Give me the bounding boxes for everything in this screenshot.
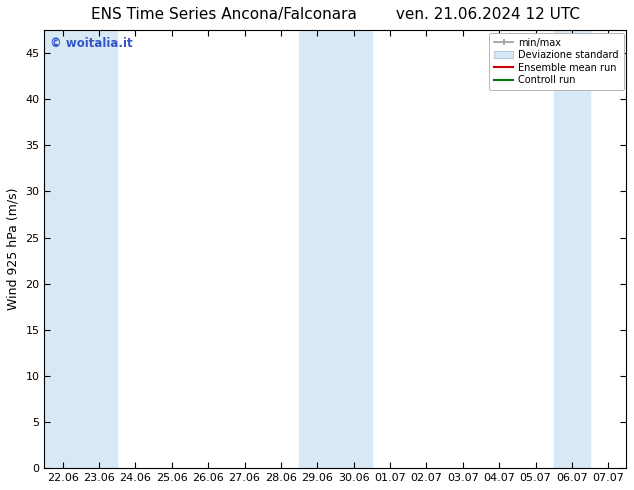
Title: ENS Time Series Ancona/Falconara        ven. 21.06.2024 12 UTC: ENS Time Series Ancona/Falconara ven. 21… bbox=[91, 7, 580, 22]
Bar bbox=[553, 30, 590, 468]
Y-axis label: Wind 925 hPa (m/s): Wind 925 hPa (m/s) bbox=[7, 188, 20, 310]
Text: © woitalia.it: © woitalia.it bbox=[50, 37, 133, 49]
Legend: min/max, Deviazione standard, Ensemble mean run, Controll run: min/max, Deviazione standard, Ensemble m… bbox=[489, 33, 624, 90]
Bar bbox=[299, 30, 372, 468]
Bar bbox=[44, 30, 117, 468]
